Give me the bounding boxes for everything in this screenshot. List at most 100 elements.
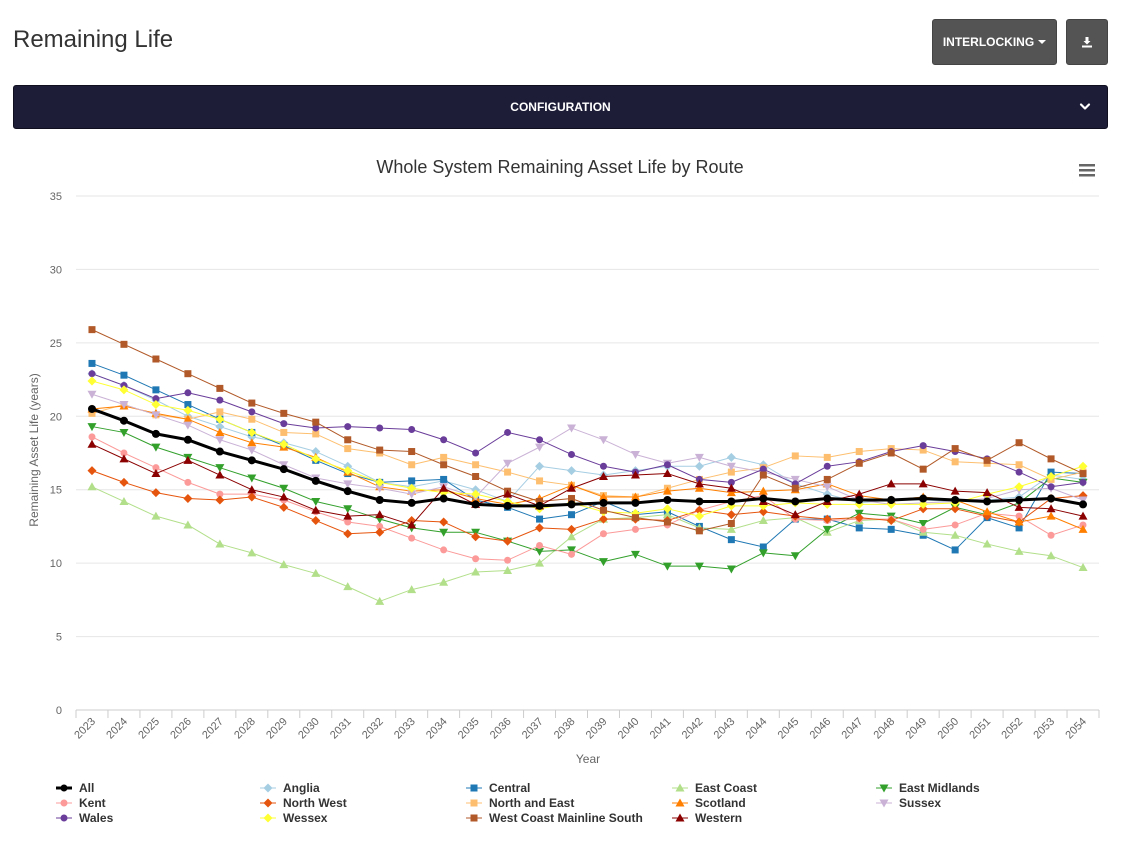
data-point-all[interactable] bbox=[663, 495, 672, 504]
data-point-east-midlands[interactable] bbox=[758, 549, 768, 558]
data-point-north-and-east[interactable] bbox=[216, 408, 224, 416]
data-point-scotland[interactable] bbox=[694, 483, 704, 492]
data-point-wales[interactable] bbox=[216, 396, 224, 404]
data-point-north-and-east[interactable] bbox=[472, 461, 480, 469]
data-point-kent[interactable] bbox=[1015, 512, 1023, 520]
series-line-sussex[interactable] bbox=[91, 393, 1084, 505]
data-point-east-coast[interactable] bbox=[535, 558, 545, 567]
data-point-north-and-east[interactable] bbox=[536, 477, 544, 485]
data-point-kent[interactable] bbox=[88, 433, 96, 441]
data-point-wessex[interactable] bbox=[1078, 461, 1088, 471]
data-point-central[interactable] bbox=[951, 546, 959, 554]
data-point-east-midlands[interactable] bbox=[630, 550, 640, 559]
data-point-east-coast[interactable] bbox=[503, 565, 513, 574]
data-point-west-coast-mainline-south[interactable] bbox=[408, 448, 416, 456]
data-point-wessex[interactable] bbox=[215, 414, 225, 424]
data-point-western[interactable] bbox=[183, 455, 193, 464]
data-point-east-midlands[interactable] bbox=[662, 562, 672, 571]
data-point-east-midlands[interactable] bbox=[726, 565, 736, 574]
legend-item-wessex[interactable]: Wessex bbox=[260, 811, 328, 825]
data-point-east-midlands[interactable] bbox=[87, 423, 97, 432]
data-point-west-coast-mainline-south[interactable] bbox=[631, 514, 639, 522]
series-line-kent[interactable] bbox=[91, 436, 1084, 561]
series-scotland[interactable] bbox=[87, 401, 1088, 533]
data-point-anglia[interactable] bbox=[535, 461, 545, 471]
data-point-central[interactable] bbox=[568, 511, 576, 519]
data-point-wales[interactable] bbox=[408, 426, 416, 434]
data-point-wales[interactable] bbox=[1047, 483, 1055, 491]
series-all[interactable] bbox=[87, 404, 1088, 510]
data-point-north-and-east[interactable] bbox=[504, 468, 512, 476]
data-point-wales[interactable] bbox=[504, 428, 512, 436]
legend-item-sussex[interactable]: Sussex bbox=[876, 796, 941, 810]
data-point-north-and-east[interactable] bbox=[248, 415, 256, 423]
data-point-north-west[interactable] bbox=[950, 504, 960, 514]
data-point-all[interactable] bbox=[919, 494, 928, 503]
data-point-kent[interactable] bbox=[631, 525, 639, 533]
data-point-west-coast-mainline-south[interactable] bbox=[887, 449, 895, 457]
data-point-north-west[interactable] bbox=[726, 510, 736, 520]
data-point-north-and-east[interactable] bbox=[88, 409, 96, 417]
data-point-north-west[interactable] bbox=[886, 516, 896, 526]
data-point-east-midlands[interactable] bbox=[247, 474, 257, 483]
data-point-east-coast[interactable] bbox=[758, 516, 768, 525]
data-point-west-coast-mainline-south[interactable] bbox=[568, 495, 576, 503]
data-point-sussex[interactable] bbox=[726, 462, 736, 471]
data-point-wessex[interactable] bbox=[1014, 482, 1024, 492]
data-point-central[interactable] bbox=[184, 401, 192, 409]
series-line-north-and-east[interactable] bbox=[91, 404, 1084, 498]
data-point-all[interactable] bbox=[951, 495, 960, 504]
data-point-central[interactable] bbox=[536, 515, 544, 523]
data-point-wales[interactable] bbox=[1079, 478, 1087, 486]
data-point-central[interactable] bbox=[408, 477, 416, 485]
data-point-central[interactable] bbox=[120, 371, 128, 379]
data-point-wales[interactable] bbox=[152, 395, 160, 403]
data-point-scotland[interactable] bbox=[1046, 511, 1056, 520]
data-point-north-and-east[interactable] bbox=[344, 445, 352, 453]
data-point-anglia[interactable] bbox=[726, 452, 736, 462]
data-point-north-west[interactable] bbox=[247, 492, 257, 502]
data-point-all[interactable] bbox=[471, 500, 480, 509]
data-point-wessex[interactable] bbox=[694, 511, 704, 521]
data-point-western[interactable] bbox=[950, 486, 960, 495]
data-point-western[interactable] bbox=[151, 469, 161, 478]
data-point-sussex[interactable] bbox=[598, 436, 608, 445]
legend-item-north-west[interactable]: North West bbox=[260, 796, 347, 810]
legend-item-all[interactable]: All bbox=[56, 781, 94, 795]
data-point-all[interactable] bbox=[1047, 494, 1056, 503]
data-point-kent[interactable] bbox=[951, 521, 959, 529]
legend-item-north-and-east[interactable]: North and East bbox=[466, 796, 574, 810]
data-point-north-west[interactable] bbox=[694, 505, 704, 515]
data-point-western[interactable] bbox=[1046, 504, 1056, 513]
data-point-scotland[interactable] bbox=[215, 427, 225, 436]
data-point-east-midlands[interactable] bbox=[822, 525, 832, 534]
data-point-all[interactable] bbox=[759, 494, 768, 503]
data-point-kent[interactable] bbox=[376, 522, 384, 530]
legend-item-wales[interactable]: Wales bbox=[56, 811, 114, 825]
data-point-east-coast[interactable] bbox=[87, 482, 97, 491]
series-wales[interactable] bbox=[88, 370, 1087, 491]
data-point-sussex[interactable] bbox=[790, 475, 800, 484]
data-point-central[interactable] bbox=[88, 359, 96, 367]
data-point-east-coast[interactable] bbox=[343, 582, 353, 591]
data-point-north-west[interactable] bbox=[503, 536, 513, 546]
data-point-central[interactable] bbox=[1015, 524, 1023, 532]
data-point-north-and-east[interactable] bbox=[855, 448, 863, 456]
data-point-all[interactable] bbox=[183, 435, 192, 444]
data-point-sussex[interactable] bbox=[694, 453, 704, 462]
data-point-east-coast[interactable] bbox=[151, 511, 161, 520]
data-point-east-coast[interactable] bbox=[1078, 563, 1088, 572]
data-point-east-coast[interactable] bbox=[215, 539, 225, 548]
data-point-central[interactable] bbox=[759, 543, 767, 551]
data-point-western[interactable] bbox=[503, 489, 513, 498]
data-point-kent[interactable] bbox=[408, 534, 416, 542]
data-point-all[interactable] bbox=[855, 495, 864, 504]
data-point-western[interactable] bbox=[726, 483, 736, 492]
data-point-east-midlands[interactable] bbox=[694, 562, 704, 571]
data-point-north-west[interactable] bbox=[567, 524, 577, 534]
data-point-sussex[interactable] bbox=[535, 443, 545, 452]
data-point-wessex[interactable] bbox=[343, 466, 353, 476]
data-point-west-coast-mainline-south[interactable] bbox=[88, 326, 96, 334]
data-point-all[interactable] bbox=[791, 497, 800, 506]
data-point-wales[interactable] bbox=[344, 423, 352, 431]
